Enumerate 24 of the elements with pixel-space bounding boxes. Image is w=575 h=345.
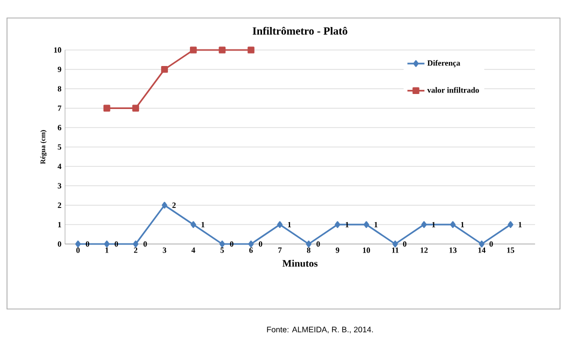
point xyxy=(162,202,168,209)
point xyxy=(306,240,312,248)
point xyxy=(277,221,283,228)
point xyxy=(75,240,81,248)
point xyxy=(104,240,110,248)
x-axis-title: Minutos xyxy=(282,260,318,267)
point xyxy=(190,221,196,228)
point xyxy=(392,240,398,248)
point xyxy=(334,221,340,228)
point xyxy=(248,46,254,54)
point xyxy=(421,221,427,228)
point xyxy=(161,66,168,73)
point xyxy=(218,46,226,54)
point xyxy=(248,240,254,248)
point xyxy=(508,221,514,228)
point xyxy=(450,221,456,228)
point xyxy=(190,46,197,54)
point xyxy=(103,104,110,112)
chart-title: Infiltrômetro - Platô xyxy=(252,26,348,35)
point xyxy=(219,240,225,248)
point xyxy=(364,221,370,228)
point xyxy=(478,240,484,248)
point xyxy=(132,104,140,112)
point xyxy=(132,240,138,248)
